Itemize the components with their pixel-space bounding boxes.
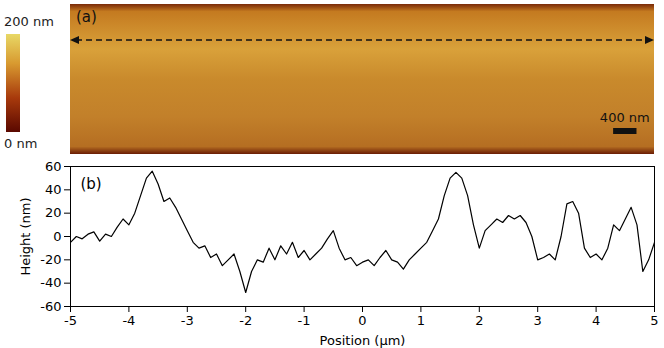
svg-text:400 nm: 400 nm	[600, 110, 650, 125]
svg-text:-3: -3	[181, 313, 194, 328]
svg-text:40: 40	[45, 182, 62, 197]
svg-text:(b): (b)	[81, 175, 102, 193]
svg-text:Position (µm): Position (µm)	[320, 333, 406, 348]
svg-text:3: 3	[534, 313, 542, 328]
svg-text:60: 60	[45, 159, 62, 174]
svg-text:Height (nm): Height (nm)	[18, 197, 33, 275]
svg-text:0 nm: 0 nm	[4, 136, 37, 151]
svg-text:5: 5	[650, 313, 658, 328]
svg-text:-4: -4	[122, 313, 135, 328]
svg-text:-1: -1	[298, 313, 311, 328]
svg-text:20: 20	[45, 205, 62, 220]
svg-text:4: 4	[592, 313, 600, 328]
svg-text:0: 0	[358, 313, 366, 328]
svg-text:200 nm: 200 nm	[4, 14, 54, 29]
svg-text:-40: -40	[40, 275, 61, 290]
svg-text:-2: -2	[239, 313, 252, 328]
svg-text:0: 0	[53, 229, 61, 244]
svg-text:1: 1	[417, 313, 425, 328]
svg-text:-20: -20	[40, 252, 61, 267]
svg-text:(a): (a)	[76, 8, 97, 26]
svg-text:-5: -5	[64, 313, 77, 328]
svg-text:2: 2	[475, 313, 483, 328]
svg-text:-60: -60	[40, 299, 61, 314]
